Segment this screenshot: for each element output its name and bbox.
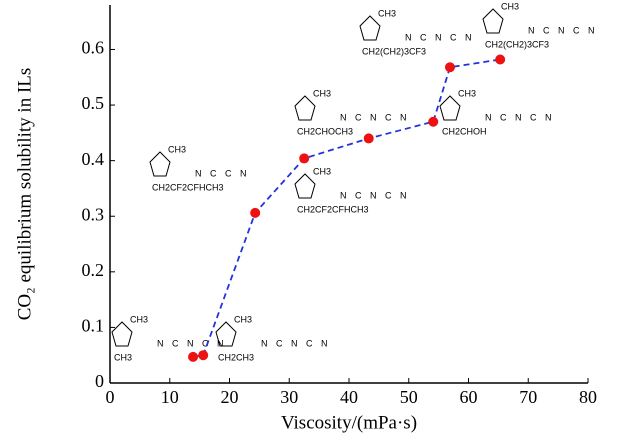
imidazolium-ring: [294, 95, 316, 121]
substituent: CH2CHOH: [442, 126, 487, 136]
y-tick-label: 0: [95, 371, 104, 391]
x-tick-label: 40: [340, 387, 358, 407]
data-point: [428, 116, 439, 127]
x-tick-label: 0: [106, 387, 115, 407]
x-tick-label: 60: [460, 387, 478, 407]
y-tick-label: 0.1: [82, 316, 105, 336]
data-point: [299, 153, 310, 164]
x-tick-label: 30: [280, 387, 298, 407]
anion: N C N C N: [157, 338, 227, 348]
y-tick-label: 0.6: [82, 38, 105, 58]
cation-group: CH3: [501, 1, 519, 11]
imidazolium-ring: [439, 95, 461, 121]
anion: N C C N: [195, 168, 250, 178]
data-point: [363, 133, 374, 144]
cation-group: CH3: [313, 88, 331, 98]
anion: N C N C N: [485, 112, 555, 122]
anion: N C N C N: [340, 190, 410, 200]
y-tick-label: 0.4: [82, 149, 105, 169]
anion: N C N C N: [340, 112, 410, 122]
anion: N C N C N: [261, 338, 331, 348]
cation-group: CH3: [313, 166, 331, 176]
imidazolium-ring: [482, 8, 504, 34]
data-point: [444, 62, 455, 73]
data-point: [495, 54, 506, 65]
substituent: CH2CF2CFHCH3: [152, 182, 224, 192]
imidazolium-ring: [149, 151, 171, 177]
imidazolium-ring: [215, 321, 237, 347]
imidazolium-ring: [359, 15, 381, 41]
substituent: CH2CF2CFHCH3: [297, 204, 369, 214]
data-point: [198, 350, 209, 361]
x-tick-label: 20: [221, 387, 239, 407]
substituent: CH2(CH2)3CF3: [485, 39, 549, 49]
anion: N C N C N: [528, 25, 598, 35]
substituent: CH2CHOCH3: [297, 126, 353, 136]
y-tick-label: 0.2: [82, 260, 105, 280]
y-tick-label: 0.5: [82, 93, 105, 113]
substituent: CH2(CH2)3CF3: [362, 46, 426, 56]
cation-group: CH3: [130, 314, 148, 324]
x-tick-label: 80: [579, 387, 597, 407]
x-tick-label: 70: [519, 387, 537, 407]
substituent: CH3: [114, 352, 132, 362]
data-point: [188, 351, 199, 362]
y-axis-label: CO₂ equilibrium solubility in ILs: [14, 68, 35, 321]
cation-group: CH3: [234, 314, 252, 324]
cation-group: CH3: [458, 88, 476, 98]
imidazolium-ring: [294, 173, 316, 199]
imidazolium-ring: [111, 321, 133, 347]
trend-line: [192, 58, 501, 358]
cation-group: CH3: [378, 8, 396, 18]
data-point: [250, 207, 261, 218]
x-tick-label: 10: [161, 387, 179, 407]
cation-group: CH3: [168, 144, 186, 154]
x-tick-label: 50: [400, 387, 418, 407]
x-axis-label: Viscosity/(mPa·s): [281, 412, 417, 433]
substituent: CH2CH3: [218, 352, 254, 362]
y-tick-label: 0.3: [82, 204, 105, 224]
anion: N C N C N: [405, 32, 475, 42]
